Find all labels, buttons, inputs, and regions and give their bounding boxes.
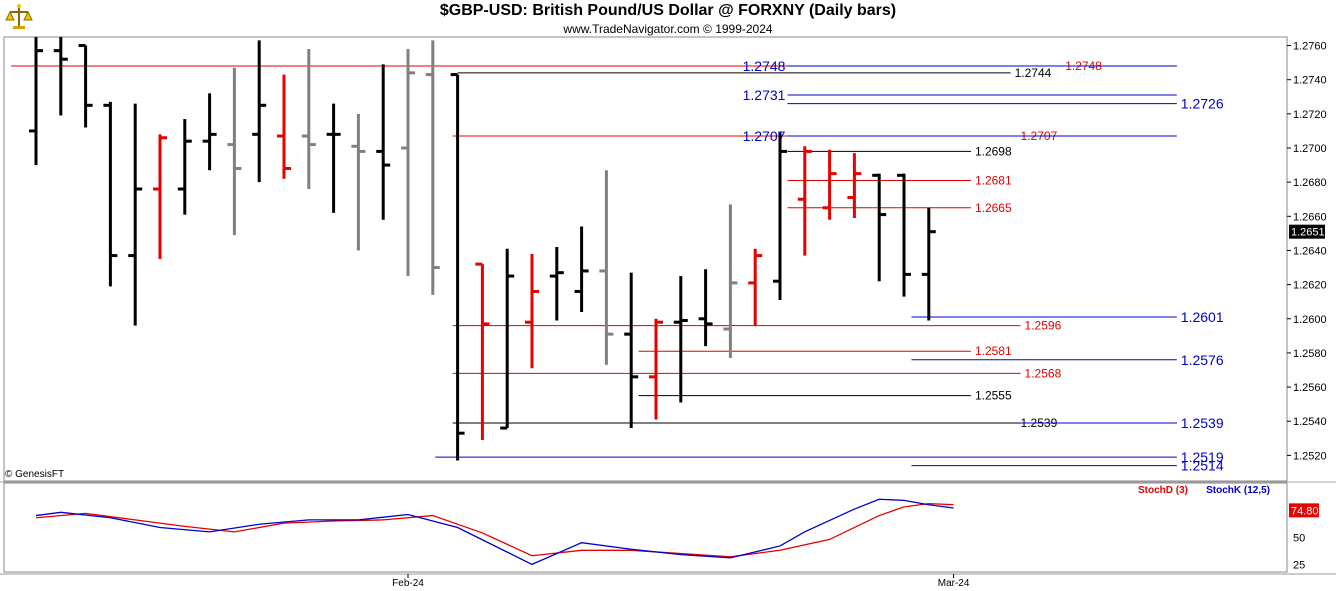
price-tick-label: 1.2720 [1293,109,1327,121]
last-price-box [1289,224,1325,239]
level-label: 1.2731 [743,87,786,103]
logo-icon [4,2,34,32]
level-label: 1.2601 [1181,309,1224,325]
stoch-line [35,498,954,566]
stoch-k-legend: StochK (12,5) [1206,485,1270,496]
stoch-last-label: 74.80 [1291,505,1319,517]
level-label: 1.2555 [975,389,1012,403]
stoch-tick-label: 50 [1293,532,1305,544]
price-tick-label: 1.2700 [1293,143,1327,155]
price-tick-label: 1.2760 [1293,41,1327,53]
price-tick-label: 1.2600 [1293,314,1327,326]
price-panel-frame [3,36,1288,482]
level-label: 1.2665 [975,201,1012,215]
level-label: 1.2514 [1181,458,1224,474]
x-tick-label: Mar-24 [938,578,970,589]
price-tick-label: 1.2660 [1293,211,1327,223]
level-label: 1.2596 [1025,319,1062,333]
price-tick-label: 1.2640 [1293,245,1327,257]
price-tick-label: 1.2740 [1293,75,1327,87]
level-label: 1.2698 [975,144,1012,158]
chart-title: $GBP-USD: British Pound/US Dollar @ FORX… [439,2,897,19]
level-label: 1.2568 [1025,366,1062,380]
last-price-label: 1.2651 [1291,227,1325,239]
price-tick-label: 1.2540 [1293,416,1327,428]
price-tick-label: 1.2560 [1293,382,1327,394]
price-tick-label: 1.2520 [1293,450,1327,462]
level-label: 1.2707 [743,128,786,144]
level-label: 1.2576 [1181,352,1224,368]
level-label: 1.2744 [1015,66,1052,80]
chart-subtitle: www.TradeNavigator.com © 1999-2024 [563,22,773,36]
stoch-panel-frame [3,482,1288,573]
level-label: 1.2539 [1181,415,1224,431]
level-label: 1.2748 [743,58,786,74]
price-tick-label: 1.2580 [1293,348,1327,360]
level-label: 1.2726 [1181,96,1224,112]
level-label: 1.2681 [975,173,1012,187]
level-label: 1.2581 [975,344,1012,358]
price-tick-label: 1.2680 [1293,177,1327,189]
stoch-line [35,502,954,558]
stoch-d-legend: StochD (3) [1138,485,1188,496]
level-label: 1.2519 [1181,449,1224,465]
copyright-label: © GenesisFT [5,469,65,480]
stoch-last-box [1289,503,1319,518]
price-tick-label: 1.2620 [1293,280,1327,292]
x-tick-label: Feb-24 [392,578,424,589]
stoch-tick-label: 25 [1293,559,1305,571]
